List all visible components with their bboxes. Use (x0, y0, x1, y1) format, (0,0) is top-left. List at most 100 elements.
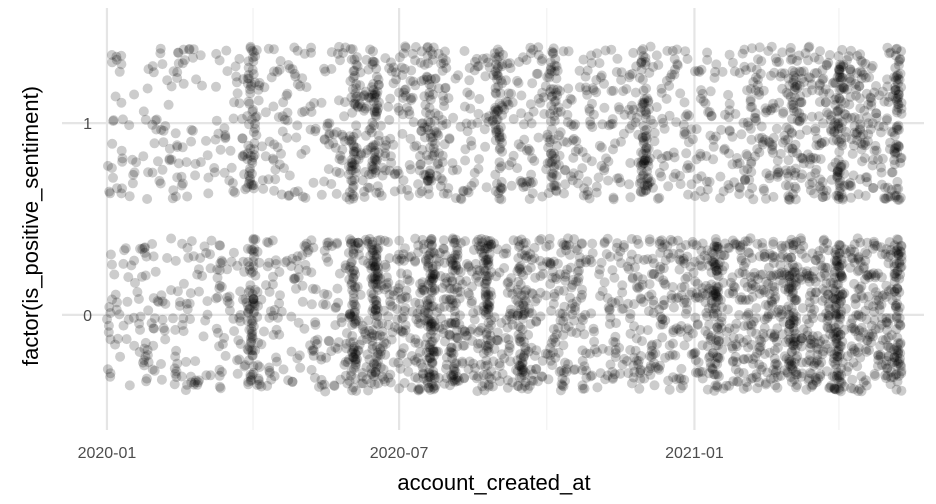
data-point (529, 156, 540, 166)
data-point (727, 343, 738, 354)
data-point (641, 142, 652, 153)
data-point (253, 84, 264, 95)
data-point (776, 68, 787, 79)
data-point (734, 333, 745, 344)
data-point (795, 152, 806, 163)
data-point (494, 132, 505, 143)
data-point (478, 369, 489, 380)
data-point (695, 186, 706, 196)
data-point (491, 126, 502, 137)
data-point (559, 188, 569, 199)
x-axis-title: account_created_at (397, 470, 590, 495)
data-point (375, 120, 386, 131)
data-point (405, 93, 416, 104)
data-point (846, 180, 857, 191)
data-point (784, 80, 795, 91)
data-point (460, 144, 471, 155)
data-point (718, 186, 729, 197)
data-point (171, 372, 182, 382)
data-point (324, 128, 335, 139)
data-point (164, 155, 175, 166)
data-point (158, 125, 169, 136)
data-point (836, 159, 847, 170)
data-point (584, 103, 595, 114)
data-point (745, 96, 756, 107)
data-point (643, 95, 654, 106)
data-point (543, 188, 554, 199)
data-point (627, 68, 638, 79)
data-point (719, 143, 730, 154)
data-point (271, 324, 282, 335)
data-point (160, 298, 171, 309)
data-point (368, 46, 378, 57)
data-point (739, 61, 750, 72)
data-point (839, 108, 850, 119)
data-point (393, 168, 404, 179)
data-point (502, 382, 513, 393)
data-point (416, 46, 427, 57)
data-point (836, 137, 847, 148)
data-point (292, 79, 303, 90)
data-point (458, 185, 469, 196)
data-point (596, 142, 607, 153)
data-point (895, 153, 906, 164)
data-point (465, 90, 475, 100)
data-point (427, 49, 438, 60)
data-point (640, 153, 651, 164)
data-point (889, 352, 900, 363)
data-point (148, 67, 159, 78)
data-point (855, 66, 866, 77)
data-point (895, 54, 906, 64)
data-point (874, 90, 885, 101)
data-point (385, 93, 396, 104)
data-point (625, 345, 636, 355)
data-point (310, 126, 321, 137)
data-point (826, 174, 837, 185)
data-point (349, 65, 360, 76)
data-point (248, 294, 259, 305)
data-point (229, 97, 240, 108)
data-point (455, 121, 466, 132)
data-point (546, 305, 557, 316)
data-point (334, 168, 345, 178)
data-point (116, 188, 127, 199)
data-point (129, 167, 140, 178)
data-point (243, 70, 254, 80)
data-point (211, 81, 221, 92)
data-point (191, 74, 202, 85)
data-point (202, 309, 213, 320)
data-point (555, 106, 566, 117)
data-point (641, 83, 652, 94)
data-point (226, 162, 237, 173)
data-point (638, 85, 649, 96)
data-point (805, 152, 816, 163)
data-point (636, 147, 647, 158)
data-point (248, 152, 259, 163)
data-point (889, 143, 900, 154)
data-point (887, 167, 898, 178)
data-point (388, 139, 399, 150)
data-point (178, 78, 189, 89)
data-point (529, 350, 540, 361)
data-point (801, 87, 812, 98)
data-point (892, 283, 903, 294)
data-point (156, 124, 167, 135)
data-point (768, 236, 779, 247)
data-point (643, 306, 654, 317)
data-point (831, 93, 842, 103)
data-point (473, 108, 484, 119)
data-point (362, 182, 373, 193)
data-point (203, 172, 214, 183)
data-point (583, 186, 593, 197)
data-point (348, 66, 359, 77)
data-point (706, 111, 717, 122)
data-point (415, 159, 426, 170)
data-point (859, 153, 870, 164)
data-point (824, 50, 835, 60)
data-point (516, 141, 527, 152)
data-point (351, 120, 362, 131)
data-point (601, 153, 612, 164)
data-point (860, 247, 871, 258)
data-point (863, 99, 874, 110)
